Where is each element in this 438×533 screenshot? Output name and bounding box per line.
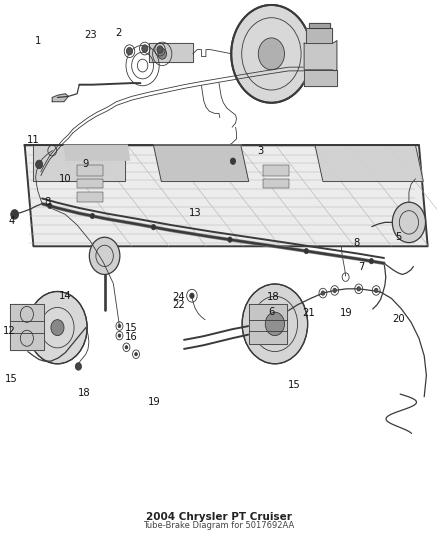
Text: 16: 16 [124,332,137,342]
Bar [77,179,103,188]
Text: 5: 5 [395,232,401,243]
Text: 9: 9 [83,159,89,169]
Polygon shape [64,146,130,160]
Circle shape [158,49,166,59]
Circle shape [11,209,18,219]
Text: 8: 8 [353,238,360,247]
Text: 2: 2 [115,28,122,38]
Text: 15: 15 [288,379,300,390]
Circle shape [228,237,232,243]
Circle shape [48,203,52,208]
Circle shape [231,5,311,103]
Circle shape [118,325,121,328]
Text: 15: 15 [5,374,18,384]
Text: 13: 13 [189,208,201,219]
Text: 15: 15 [124,322,137,333]
Text: 12: 12 [3,326,16,336]
Polygon shape [315,146,424,181]
Circle shape [265,312,285,336]
Polygon shape [11,304,44,351]
Polygon shape [33,146,125,181]
Circle shape [242,284,307,364]
Text: 7: 7 [358,262,364,271]
Circle shape [89,237,120,274]
Circle shape [118,334,121,337]
Bar [263,165,289,176]
Bar [263,179,289,188]
Circle shape [230,158,236,165]
Text: Tube-Brake Diagram for 5017692AA: Tube-Brake Diagram for 5017692AA [143,521,295,530]
Text: 14: 14 [59,290,72,301]
Circle shape [369,259,374,264]
Polygon shape [304,70,337,86]
Circle shape [374,288,378,293]
Polygon shape [308,23,330,28]
Text: 4: 4 [8,216,15,227]
Circle shape [135,353,138,356]
Polygon shape [25,146,427,246]
Text: 18: 18 [78,388,91,398]
Polygon shape [304,41,337,71]
Text: 8: 8 [45,197,51,207]
Circle shape [151,224,155,230]
Circle shape [392,202,426,243]
Circle shape [127,47,133,55]
Text: 18: 18 [267,292,280,302]
Circle shape [142,45,148,52]
Text: 21: 21 [302,308,315,318]
Text: 10: 10 [59,174,72,184]
Bar [77,165,103,176]
Circle shape [333,288,336,293]
Circle shape [357,287,360,291]
Circle shape [28,292,87,364]
Polygon shape [306,28,332,43]
Circle shape [90,213,95,219]
Polygon shape [52,94,68,102]
Circle shape [190,293,194,298]
Circle shape [157,46,163,53]
Polygon shape [149,43,193,62]
Circle shape [51,320,64,336]
Polygon shape [153,146,249,181]
Polygon shape [249,304,287,344]
Text: 24: 24 [173,292,185,302]
Text: 1: 1 [35,36,41,45]
Text: 11: 11 [27,135,40,145]
Text: 19: 19 [340,308,353,318]
Text: 22: 22 [173,300,185,310]
Text: 3: 3 [258,146,264,156]
Text: 2004 Chrysler PT Cruiser: 2004 Chrysler PT Cruiser [146,512,292,522]
Text: 20: 20 [392,313,405,324]
Text: 23: 23 [84,30,96,41]
Text: 6: 6 [268,306,275,317]
Text: 19: 19 [148,397,161,407]
Circle shape [321,291,325,295]
Circle shape [304,248,308,254]
Circle shape [35,160,42,168]
Circle shape [75,363,81,370]
Circle shape [258,38,285,70]
Bar [77,192,103,201]
Circle shape [125,346,128,349]
